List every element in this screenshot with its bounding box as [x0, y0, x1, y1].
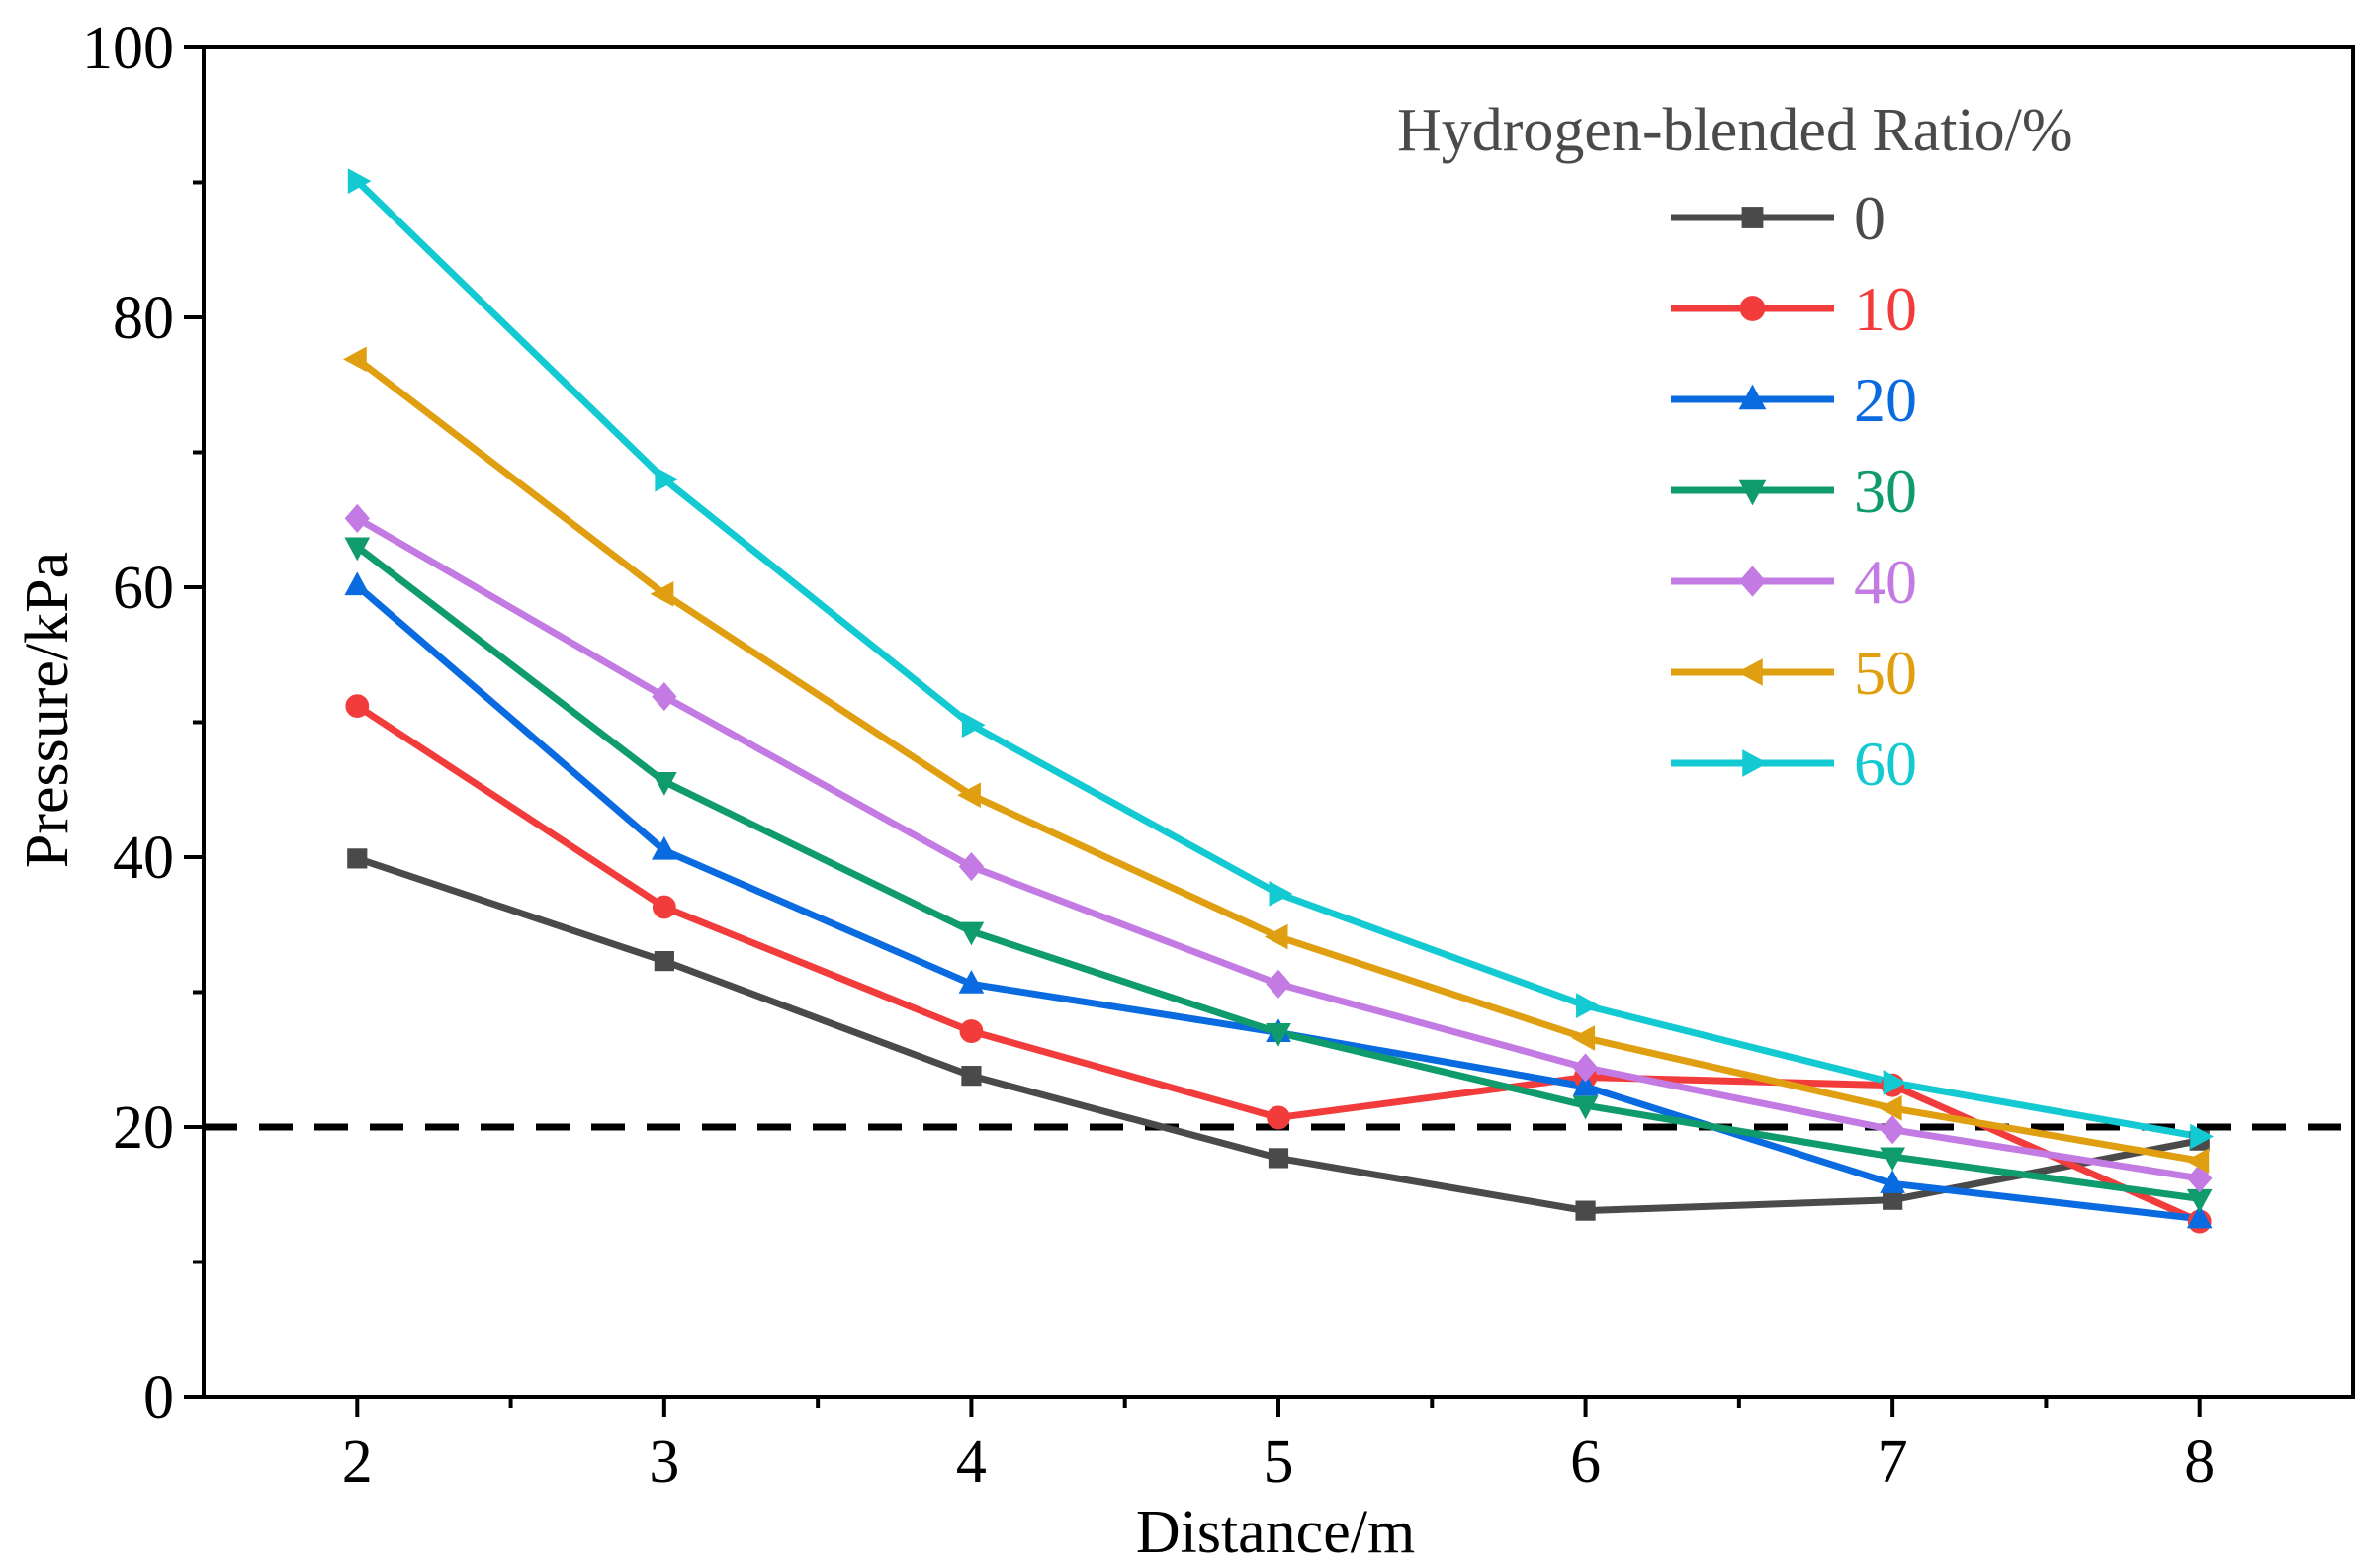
legend-title: Hydrogen-blended Ratio/%: [1397, 97, 2073, 164]
series-lines: [354, 178, 2202, 1225]
y-axis-label: Pressure/kPa: [14, 552, 81, 868]
legend-marker-10: [1739, 296, 1766, 321]
data-point-0: [654, 951, 674, 972]
legend-marker-0: [1741, 207, 1764, 228]
legend-marker-60: [1742, 749, 1768, 777]
data-point-60: [1269, 881, 1293, 907]
y-tick-label: 0: [143, 1364, 174, 1432]
data-point-50: [1878, 1095, 1902, 1121]
data-point-60: [655, 466, 679, 492]
data-point-20: [344, 571, 371, 596]
legend-marker-40: [1738, 566, 1767, 597]
data-point-0: [1268, 1148, 1289, 1169]
data-point-60: [347, 168, 372, 194]
x-tick-label: 2: [342, 1429, 373, 1496]
data-point-0: [961, 1066, 982, 1087]
legend-marker-30: [1738, 479, 1767, 506]
legend-label-60: 60: [1854, 729, 1917, 799]
legend-label-20: 20: [1854, 365, 1917, 435]
data-point-10: [1267, 1105, 1290, 1130]
data-point-40: [1266, 969, 1291, 999]
data-point-40: [1880, 1115, 1905, 1145]
legend: 0 10 20 30 40 50 60: [1671, 183, 1917, 799]
series-line-40: [355, 515, 2201, 1182]
data-point-30: [1266, 1022, 1291, 1047]
x-tick-label: 8: [2184, 1429, 2215, 1496]
legend-label-40: 40: [1854, 547, 1917, 617]
x-tick-label: 4: [956, 1429, 987, 1496]
x-tick-label: 3: [649, 1429, 679, 1496]
data-point-20: [2186, 1204, 2213, 1229]
data-point-20: [1880, 1170, 1905, 1193]
data-point-20: [958, 970, 985, 994]
x-axis-label: Distance/m: [1136, 1499, 1415, 1566]
data-point-0: [1883, 1189, 1903, 1210]
x-tick-label: 5: [1264, 1429, 1294, 1496]
data-point-30: [1880, 1147, 1905, 1172]
legend-label-30: 30: [1854, 456, 1917, 526]
data-point-30: [344, 537, 371, 562]
data-point-30: [958, 921, 985, 946]
y-tick-label: 20: [113, 1094, 174, 1162]
data-point-60: [1883, 1070, 1907, 1095]
data-point-50: [650, 580, 674, 607]
data-point-20: [652, 835, 677, 860]
y-tick-label: 40: [113, 825, 174, 892]
data-point-60: [1576, 993, 1600, 1018]
data-point-10: [652, 895, 676, 919]
data-point-40: [652, 682, 677, 712]
data-point-50: [957, 782, 981, 809]
legend-marker-50: [1737, 658, 1763, 686]
x-tick-label: 6: [1570, 1429, 1601, 1496]
data-point-40: [344, 503, 370, 533]
data-point-50: [343, 346, 367, 373]
legend-label-0: 0: [1854, 183, 1886, 253]
legend-marker-20: [1738, 384, 1767, 410]
data-point-20: [1572, 1072, 1599, 1096]
y-tick-label: 100: [82, 15, 174, 82]
data-point-60: [2190, 1123, 2214, 1150]
legend-label-10: 10: [1854, 274, 1917, 344]
data-point-40: [958, 851, 985, 882]
data-point-40: [1572, 1053, 1599, 1083]
data-point-50: [2185, 1148, 2210, 1174]
legend-label-50: 50: [1854, 638, 1917, 708]
data-point-30: [652, 772, 677, 796]
data-point-50: [1264, 923, 1288, 950]
y-tick-label: 80: [113, 285, 174, 352]
data-point-0: [1575, 1200, 1596, 1221]
data-point-50: [1571, 1025, 1596, 1051]
data-point-60: [961, 712, 986, 739]
data-point-10: [345, 694, 370, 719]
data-point-10: [959, 1019, 984, 1043]
plot-frame: [202, 45, 2355, 1399]
data-point-30: [1572, 1095, 1599, 1120]
y-tick-label: 60: [113, 555, 174, 622]
series-line-10: [355, 703, 2202, 1225]
x-tick-label: 7: [1878, 1429, 1908, 1496]
data-point-0: [347, 848, 368, 869]
series-markers: [343, 168, 2214, 1234]
